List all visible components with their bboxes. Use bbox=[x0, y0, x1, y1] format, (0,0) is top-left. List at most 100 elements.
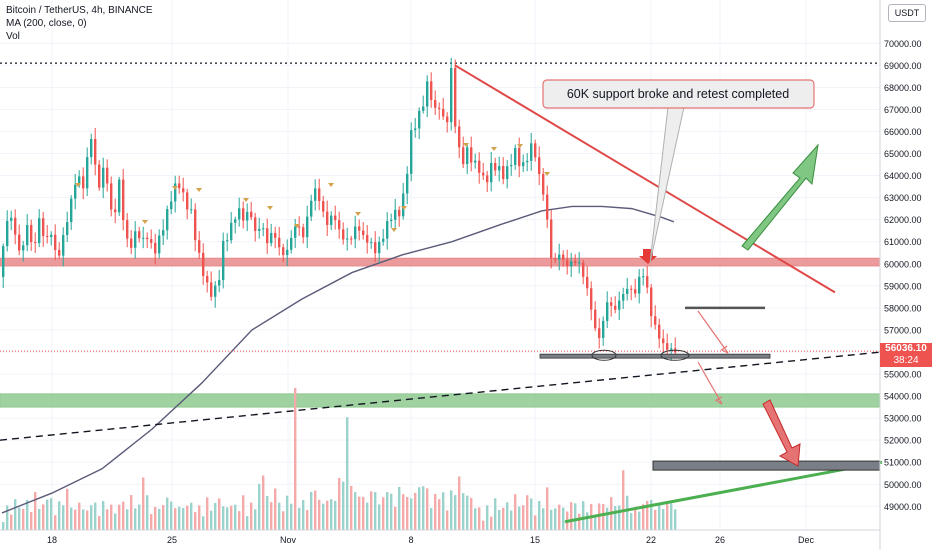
volume-bar bbox=[614, 506, 617, 530]
candle-body bbox=[342, 229, 345, 240]
volume-bar bbox=[538, 501, 541, 530]
big-up-arrow bbox=[741, 143, 819, 251]
callout-pointer bbox=[649, 106, 685, 264]
candle-body bbox=[2, 246, 5, 277]
volume-bar bbox=[586, 512, 589, 530]
candle-body bbox=[346, 238, 349, 240]
volume-bar bbox=[470, 497, 473, 530]
volume-bar bbox=[542, 508, 545, 530]
dashed-support-trendline bbox=[0, 351, 883, 441]
volume-bar bbox=[446, 510, 449, 530]
candle-body bbox=[138, 231, 141, 239]
volume-bar bbox=[406, 496, 409, 530]
volume-bar bbox=[670, 503, 673, 530]
candle-body bbox=[498, 166, 501, 171]
volume-bar bbox=[274, 488, 277, 530]
candle-body bbox=[262, 228, 265, 230]
candle-body bbox=[334, 215, 337, 221]
candle-body bbox=[318, 188, 321, 202]
candle-body bbox=[306, 216, 309, 238]
volume-bar bbox=[234, 504, 237, 530]
candle-body bbox=[382, 238, 385, 242]
candle-body bbox=[230, 222, 233, 241]
candle-body bbox=[398, 209, 401, 217]
y-tick-label: 70000.00 bbox=[884, 39, 922, 49]
volume-bar bbox=[250, 502, 253, 530]
volume-bar bbox=[418, 487, 421, 530]
volume-bar bbox=[198, 505, 201, 530]
volume-bar bbox=[626, 495, 629, 530]
volume-bar bbox=[366, 502, 369, 530]
volume-bar bbox=[34, 491, 37, 530]
candle-body bbox=[34, 242, 37, 244]
candle-body bbox=[566, 259, 569, 267]
y-tick-label: 58000.00 bbox=[884, 303, 922, 313]
candle-body bbox=[446, 116, 449, 123]
candle-body bbox=[454, 67, 457, 127]
candle-body bbox=[226, 240, 229, 242]
volume-bar bbox=[582, 501, 585, 530]
candle-body bbox=[542, 174, 545, 195]
volume-bar bbox=[310, 491, 313, 530]
candle-body bbox=[86, 157, 89, 189]
candle-body bbox=[246, 211, 249, 221]
volume-bar bbox=[70, 507, 73, 530]
pivot-marker-icon bbox=[391, 228, 397, 232]
volume-bar bbox=[142, 477, 145, 530]
candle-body bbox=[174, 183, 177, 202]
volume-bar bbox=[266, 496, 269, 530]
volume-bar bbox=[398, 486, 401, 530]
x-tick-label: Dec bbox=[798, 535, 815, 545]
volume-bar bbox=[66, 488, 69, 530]
volume-bar bbox=[238, 511, 241, 530]
candle-body bbox=[130, 238, 133, 248]
candle-body bbox=[418, 110, 421, 129]
candle-body bbox=[110, 183, 113, 210]
volume-bar bbox=[214, 503, 217, 530]
candle-body bbox=[254, 217, 257, 231]
volume-bar bbox=[126, 509, 129, 530]
currency-button[interactable]: USDT bbox=[888, 4, 926, 22]
volume-indicator-label[interactable]: Vol bbox=[6, 31, 20, 42]
candle-body bbox=[510, 164, 513, 167]
candle-body bbox=[30, 225, 33, 243]
symbol-title[interactable]: Bitcoin / TetherUS, 4h, BINANCE bbox=[6, 5, 153, 16]
candle-body bbox=[18, 234, 21, 251]
candle-body bbox=[322, 201, 325, 212]
candle-body bbox=[478, 160, 481, 173]
candle-body bbox=[450, 67, 453, 123]
x-tick-label: 8 bbox=[408, 535, 413, 545]
candle-body bbox=[590, 288, 593, 310]
candle-body bbox=[278, 237, 281, 248]
current-price-value: 56036.10 bbox=[885, 343, 927, 354]
volume-bar bbox=[194, 512, 197, 530]
chart-legend: Bitcoin / TetherUS, 4h, BINANCE MA (200,… bbox=[6, 4, 153, 43]
volume-bar bbox=[622, 470, 625, 530]
candle-body bbox=[470, 147, 473, 163]
volume-bar bbox=[162, 505, 165, 530]
volume-bar bbox=[518, 506, 521, 530]
volume-bar bbox=[350, 486, 353, 530]
y-tick-label: 59000.00 bbox=[884, 281, 922, 291]
volume-bar bbox=[346, 417, 349, 530]
volume-bar bbox=[662, 509, 665, 530]
candle-body bbox=[90, 139, 93, 158]
volume-bar bbox=[246, 516, 249, 530]
callout-text: 60K support broke and retest completed bbox=[567, 87, 789, 101]
volume-bar bbox=[258, 483, 261, 530]
volume-bar bbox=[298, 507, 301, 530]
ma-indicator-label[interactable]: MA (200, close, 0) bbox=[6, 18, 87, 29]
candle-body bbox=[434, 100, 437, 108]
candle-body bbox=[410, 130, 413, 174]
candle-body bbox=[150, 239, 153, 243]
candle-body bbox=[14, 217, 17, 235]
volume-bar bbox=[534, 515, 537, 530]
y-tick-label: 53000.00 bbox=[884, 414, 922, 424]
volume-bar bbox=[514, 494, 517, 530]
volume-bar bbox=[206, 497, 209, 530]
current-price-badge: 56036.10 38:24 bbox=[880, 343, 932, 367]
candle-body bbox=[202, 252, 205, 277]
candle-body bbox=[290, 237, 293, 250]
